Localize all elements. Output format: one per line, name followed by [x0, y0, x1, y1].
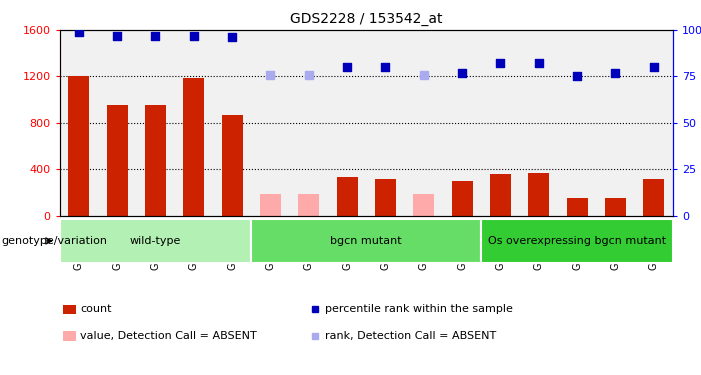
Title: GDS2228 / 153542_at: GDS2228 / 153542_at: [290, 12, 442, 26]
Bar: [251, 219, 482, 262]
Bar: [375, 178, 396, 216]
Bar: [98, 30, 136, 216]
Bar: [63, 331, 76, 340]
Bar: [107, 105, 128, 216]
Bar: [68, 76, 89, 216]
Bar: [566, 198, 587, 216]
Bar: [644, 178, 665, 216]
Bar: [482, 30, 519, 216]
Bar: [175, 30, 213, 216]
Bar: [634, 30, 673, 216]
Text: Os overexpressing bgcn mutant: Os overexpressing bgcn mutant: [488, 236, 666, 246]
Bar: [145, 105, 166, 216]
Bar: [482, 219, 673, 262]
Bar: [490, 174, 511, 216]
Bar: [597, 30, 634, 216]
Text: count: count: [80, 304, 111, 314]
Bar: [136, 30, 175, 216]
Bar: [336, 177, 358, 216]
Bar: [260, 194, 281, 216]
Point: [150, 33, 161, 39]
Bar: [519, 30, 558, 216]
Text: bgcn mutant: bgcn mutant: [330, 236, 402, 246]
Point: [380, 64, 391, 70]
Bar: [213, 30, 251, 216]
Bar: [290, 30, 328, 216]
Text: value, Detection Call = ABSENT: value, Detection Call = ABSENT: [80, 331, 257, 340]
Point: [73, 29, 84, 35]
Bar: [60, 219, 251, 262]
Bar: [443, 30, 482, 216]
Point: [610, 70, 621, 76]
Text: wild-type: wild-type: [130, 236, 181, 246]
Bar: [60, 30, 98, 216]
Bar: [529, 173, 550, 216]
Point: [533, 60, 545, 66]
Bar: [404, 30, 443, 216]
Bar: [605, 198, 626, 216]
Bar: [328, 30, 366, 216]
Bar: [366, 30, 404, 216]
Point: [265, 72, 276, 78]
Bar: [451, 181, 472, 216]
Point: [571, 74, 583, 80]
Bar: [63, 304, 76, 314]
Point: [341, 64, 353, 70]
Point: [648, 64, 660, 70]
Bar: [558, 30, 597, 216]
Bar: [251, 30, 290, 216]
Bar: [413, 194, 435, 216]
Point: [226, 34, 238, 40]
Text: genotype/variation: genotype/variation: [1, 236, 107, 246]
Bar: [222, 115, 243, 216]
Point: [456, 70, 468, 76]
Point: [418, 72, 430, 78]
Point: [495, 60, 506, 66]
Point: [303, 72, 314, 78]
Bar: [183, 78, 204, 216]
Text: rank, Detection Call = ABSENT: rank, Detection Call = ABSENT: [325, 331, 496, 340]
Text: percentile rank within the sample: percentile rank within the sample: [325, 304, 513, 314]
Point: [188, 33, 199, 39]
Bar: [298, 194, 320, 216]
Point: [111, 33, 123, 39]
